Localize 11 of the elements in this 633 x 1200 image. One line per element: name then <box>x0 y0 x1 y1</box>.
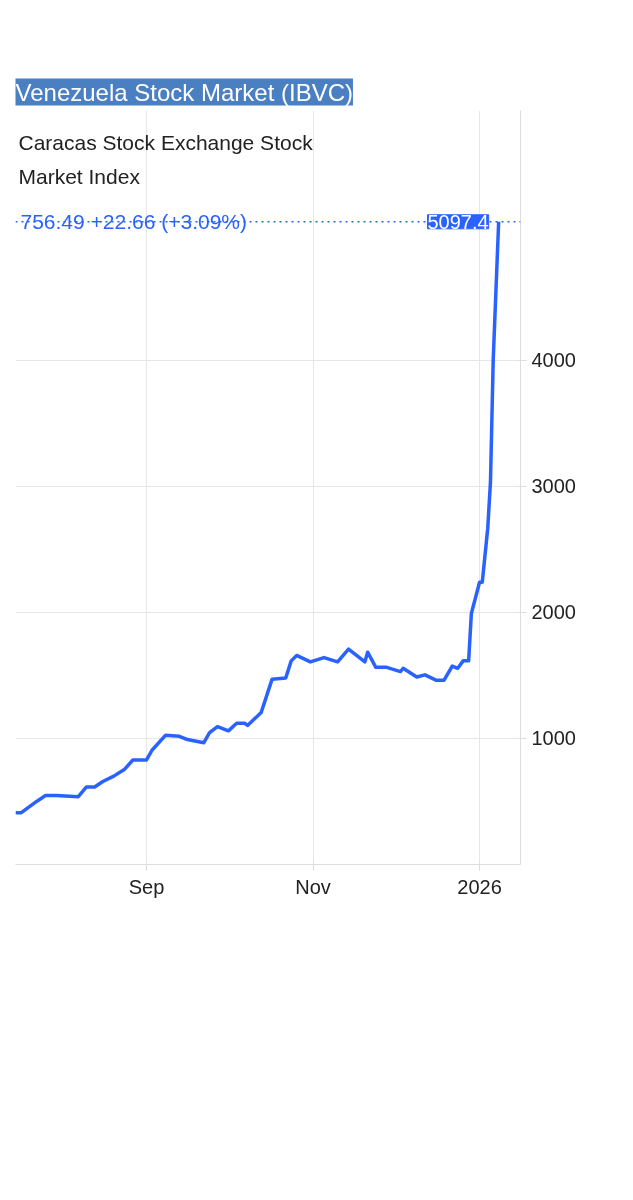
x-tick-label: 2026 <box>457 875 502 898</box>
y-tick-label: 1000 <box>531 727 576 750</box>
y-tick-label: 3000 <box>531 475 576 498</box>
chart-title: Venezuela Stock Market (IBVC) <box>15 78 353 106</box>
ref-line-label: 5097.4 <box>427 210 489 233</box>
annotation: 756.49 +22.66 (+3.09%) <box>20 210 248 234</box>
x-tick-label: Sep <box>128 875 165 898</box>
x-tick-label: Nov <box>295 875 331 898</box>
text: Caracas Stock Exchange Stock Market Index <box>18 130 314 188</box>
y-tick-label: 2000 <box>531 601 576 624</box>
y-tick-label: 4000 <box>531 349 576 372</box>
